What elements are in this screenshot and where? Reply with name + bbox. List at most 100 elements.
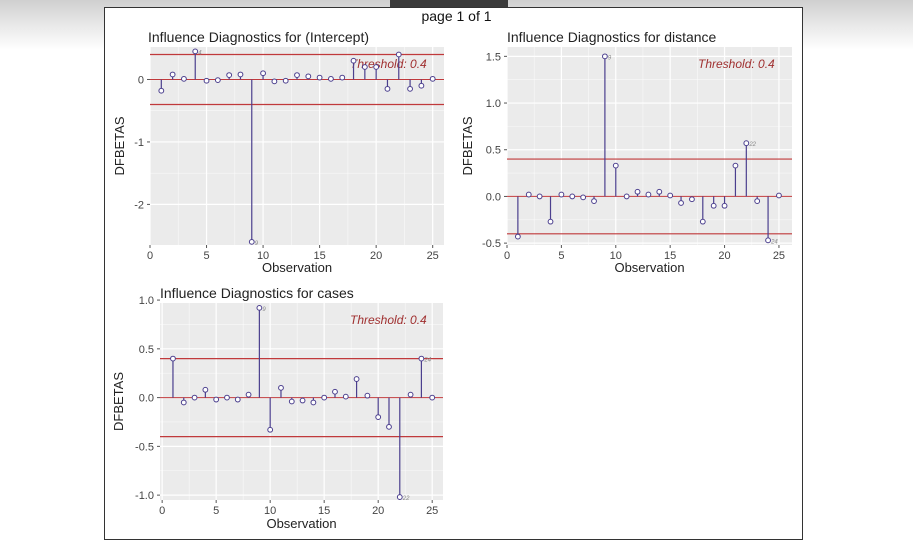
- data-point: [429, 394, 436, 401]
- y-tick-label: -0.5: [482, 238, 501, 250]
- data-point: [645, 191, 652, 198]
- point-label: 9: [262, 307, 266, 313]
- y-tick-label: 0.0: [486, 191, 501, 203]
- y-tick-label: 0.5: [486, 145, 501, 157]
- data-point: [271, 78, 278, 85]
- data-point: [754, 198, 761, 205]
- data-point: [602, 53, 608, 60]
- data-point: [591, 198, 597, 205]
- data-point: [765, 237, 771, 244]
- chart-title: Influence Diagnostics for cases: [160, 285, 354, 301]
- data-point: [245, 391, 252, 398]
- x-tick-label: 10: [257, 250, 269, 262]
- chart-title: Influence Diagnostics for (Intercept): [148, 29, 369, 45]
- data-point: [407, 85, 413, 92]
- y-tick-label: -1.0: [135, 490, 154, 502]
- data-point: [689, 196, 695, 203]
- data-point: [407, 391, 414, 398]
- y-axis-label: DFBETAS: [112, 116, 127, 175]
- data-point: [547, 218, 554, 225]
- data-point: [256, 304, 263, 311]
- point-label: 24: [770, 239, 778, 245]
- y-axis-label: DFBETAS: [111, 372, 126, 431]
- data-point: [299, 397, 306, 404]
- data-point: [203, 77, 210, 84]
- data-point: [224, 394, 230, 401]
- threshold-label: Threshold: 0.4: [698, 57, 775, 71]
- x-tick-label: 5: [558, 250, 564, 262]
- data-point: [721, 202, 728, 209]
- data-point: [181, 75, 187, 82]
- data-point: [536, 193, 543, 200]
- data-point: [743, 140, 750, 147]
- data-point: [361, 64, 368, 70]
- chart-title: Influence Diagnostics for distance: [507, 29, 717, 45]
- data-point: [634, 188, 641, 195]
- y-tick-label: 1.5: [486, 51, 501, 63]
- data-point: [525, 191, 532, 198]
- x-tick-label: 25: [426, 505, 438, 517]
- y-tick-label: 0.5: [139, 344, 154, 356]
- data-point: [267, 426, 274, 433]
- data-point: [158, 87, 165, 94]
- point-label: 24: [423, 358, 431, 364]
- data-point: [305, 73, 312, 80]
- y-tick-label: 0: [138, 74, 144, 86]
- point-label: 4: [198, 50, 202, 56]
- x-tick-label: 15: [318, 505, 330, 517]
- page-label: page 1 of 1: [421, 8, 492, 24]
- threshold-label: Threshold: 0.4: [350, 313, 427, 327]
- x-axis-label: Observation: [614, 260, 684, 275]
- data-point: [396, 494, 403, 500]
- data-point: [384, 85, 391, 92]
- data-point: [569, 193, 576, 200]
- window-tab-handle[interactable]: [390, 0, 508, 8]
- data-point: [282, 77, 289, 84]
- data-point: [373, 64, 380, 70]
- x-tick-label: 15: [664, 250, 676, 262]
- data-point: [612, 162, 619, 169]
- data-point: [191, 394, 198, 401]
- data-point: [248, 238, 255, 245]
- data-point: [667, 192, 674, 199]
- data-point: [328, 75, 334, 82]
- data-point: [429, 75, 436, 82]
- data-point: [288, 398, 295, 405]
- data-point: [580, 194, 587, 201]
- x-tick-label: 20: [718, 250, 730, 262]
- data-point: [321, 394, 328, 401]
- data-point: [375, 414, 382, 421]
- data-point: [214, 77, 221, 84]
- data-point: [558, 191, 565, 198]
- point-label: 22: [402, 496, 410, 502]
- data-point: [776, 192, 782, 199]
- data-point: [418, 355, 425, 362]
- x-tick-label: 0: [159, 505, 165, 517]
- data-point: [260, 70, 266, 77]
- y-tick-label: -2: [134, 199, 144, 211]
- x-tick-label: 5: [213, 505, 219, 517]
- data-point: [418, 82, 425, 89]
- threshold-label: Threshold: 0.4: [350, 57, 427, 71]
- x-tick-label: 10: [264, 505, 276, 517]
- chart-panel-1: 0 5 10 15 20 25 0 -1 -2 Threshold: 0.4 4 9 Influence…: [112, 29, 444, 275]
- data-point: [342, 393, 349, 400]
- point-label: 9: [608, 55, 612, 61]
- x-tick-label: 20: [372, 505, 384, 517]
- panel-background: [507, 47, 792, 245]
- data-point: [226, 72, 233, 79]
- data-point: [237, 71, 244, 78]
- x-tick-label: 25: [427, 250, 439, 262]
- data-point: [278, 384, 284, 391]
- x-tick-label: 10: [610, 250, 622, 262]
- y-tick-label: -1: [134, 137, 144, 149]
- data-point: [316, 74, 323, 81]
- chart-panel-3: 0 5 10 15 20 25 1.0 0.5 0.0 -0.5 -1.0 Threshold: 0.…: [111, 285, 443, 531]
- y-tick-label: -0.5: [135, 441, 154, 453]
- data-point: [202, 386, 209, 393]
- y-tick-label: 1.0: [139, 295, 154, 307]
- data-point: [294, 72, 300, 79]
- data-point: [395, 51, 402, 58]
- data-point: [192, 48, 199, 55]
